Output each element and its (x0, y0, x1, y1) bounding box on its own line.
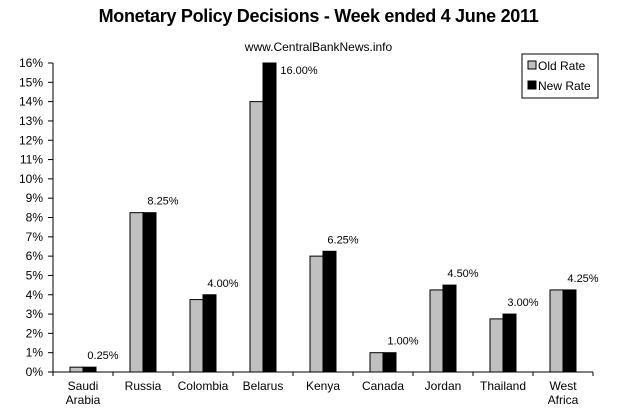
y-tick-label: 1% (26, 346, 44, 360)
bar-new-rate (82, 366, 97, 373)
bars (69, 62, 577, 373)
bar-old-rate (369, 352, 384, 373)
y-tick-label: 3% (26, 307, 44, 321)
y-tick-label: 15% (19, 75, 43, 89)
data-label: 8.25% (147, 196, 178, 208)
y-tick-label: 13% (19, 114, 43, 128)
data-label: 0.25% (87, 350, 118, 362)
bar-new-rate (202, 294, 217, 373)
y-tick-label: 6% (26, 249, 44, 263)
bar-new-rate (382, 352, 397, 373)
y-tick-label: 11% (20, 153, 43, 167)
x-tick-label: Belarus (243, 379, 284, 393)
bar-new-rate (262, 62, 277, 373)
data-label: 4.00% (207, 278, 238, 290)
bar-old-rate (309, 255, 324, 373)
x-tick-label: Jordan (425, 379, 462, 393)
y-tick-label: 8% (26, 211, 44, 225)
chart-title: Monetary Policy Decisions - Week ended 4… (98, 6, 539, 26)
bar-new-rate (502, 313, 517, 373)
bar-new-rate (142, 212, 157, 373)
data-label: 3.00% (507, 297, 538, 309)
y-tick-label: 5% (26, 268, 44, 282)
x-tick-label: Saudi Arabia (66, 379, 101, 407)
x-tick-label: Canada (362, 379, 404, 393)
legend-label-old-rate: Old Rate (538, 59, 586, 73)
y-tick-label: 7% (26, 230, 44, 244)
data-label: 1.00% (387, 336, 418, 348)
x-axis: Saudi Arabia Russia Colombia Belarus Kenya Can… (48, 371, 594, 407)
y-tick-label: 12% (19, 133, 43, 147)
legend-label-new-rate: New Rate (538, 79, 591, 93)
bar-new-rate (442, 284, 457, 373)
bar-old-rate (549, 289, 564, 373)
y-axis: 0% 1% 2% 3% 4% 5% 6% 7% 8% 9% 10% 11% 12% 13% 14% 15% 16… (19, 56, 54, 379)
x-tick-label: West Africa (548, 379, 579, 407)
data-label: 6.25% (327, 234, 358, 246)
bar-new-rate (562, 289, 577, 373)
x-tick-label: Russia (125, 379, 162, 393)
legend-swatch-new-rate (527, 80, 537, 90)
y-tick-label: 10% (19, 172, 43, 186)
data-label: 4.50% (447, 268, 478, 280)
bar-new-rate (322, 250, 337, 373)
chart-subtitle: www.CentralBankNews.info (244, 40, 393, 54)
data-label: 16.00% (280, 65, 318, 77)
x-tick-label: Colombia (178, 379, 229, 393)
legend-swatch-old-rate (527, 60, 537, 70)
y-tick-label: 2% (26, 326, 44, 340)
bar-old-rate (429, 289, 444, 373)
bar-old-rate (249, 101, 264, 373)
data-labels: 0.25% 8.25% 4.00% 16.00% 6.25% 1.00% 4.50% 3.00… (87, 65, 598, 362)
y-tick-label: 0% (26, 365, 44, 379)
y-tick-label: 16% (19, 56, 43, 70)
x-tick-label: Kenya (306, 379, 340, 393)
legend: Old Rate New Rate (521, 53, 599, 99)
y-tick-label: 14% (19, 95, 43, 109)
bar-old-rate (489, 318, 504, 373)
y-tick-label: 4% (26, 288, 44, 302)
x-tick-label: Thailand (480, 379, 526, 393)
bar-old-rate (189, 299, 204, 373)
bar-old-rate (69, 366, 84, 373)
data-label: 4.25% (567, 273, 598, 285)
y-tick-label: 9% (26, 191, 44, 205)
bar-old-rate (129, 212, 144, 373)
